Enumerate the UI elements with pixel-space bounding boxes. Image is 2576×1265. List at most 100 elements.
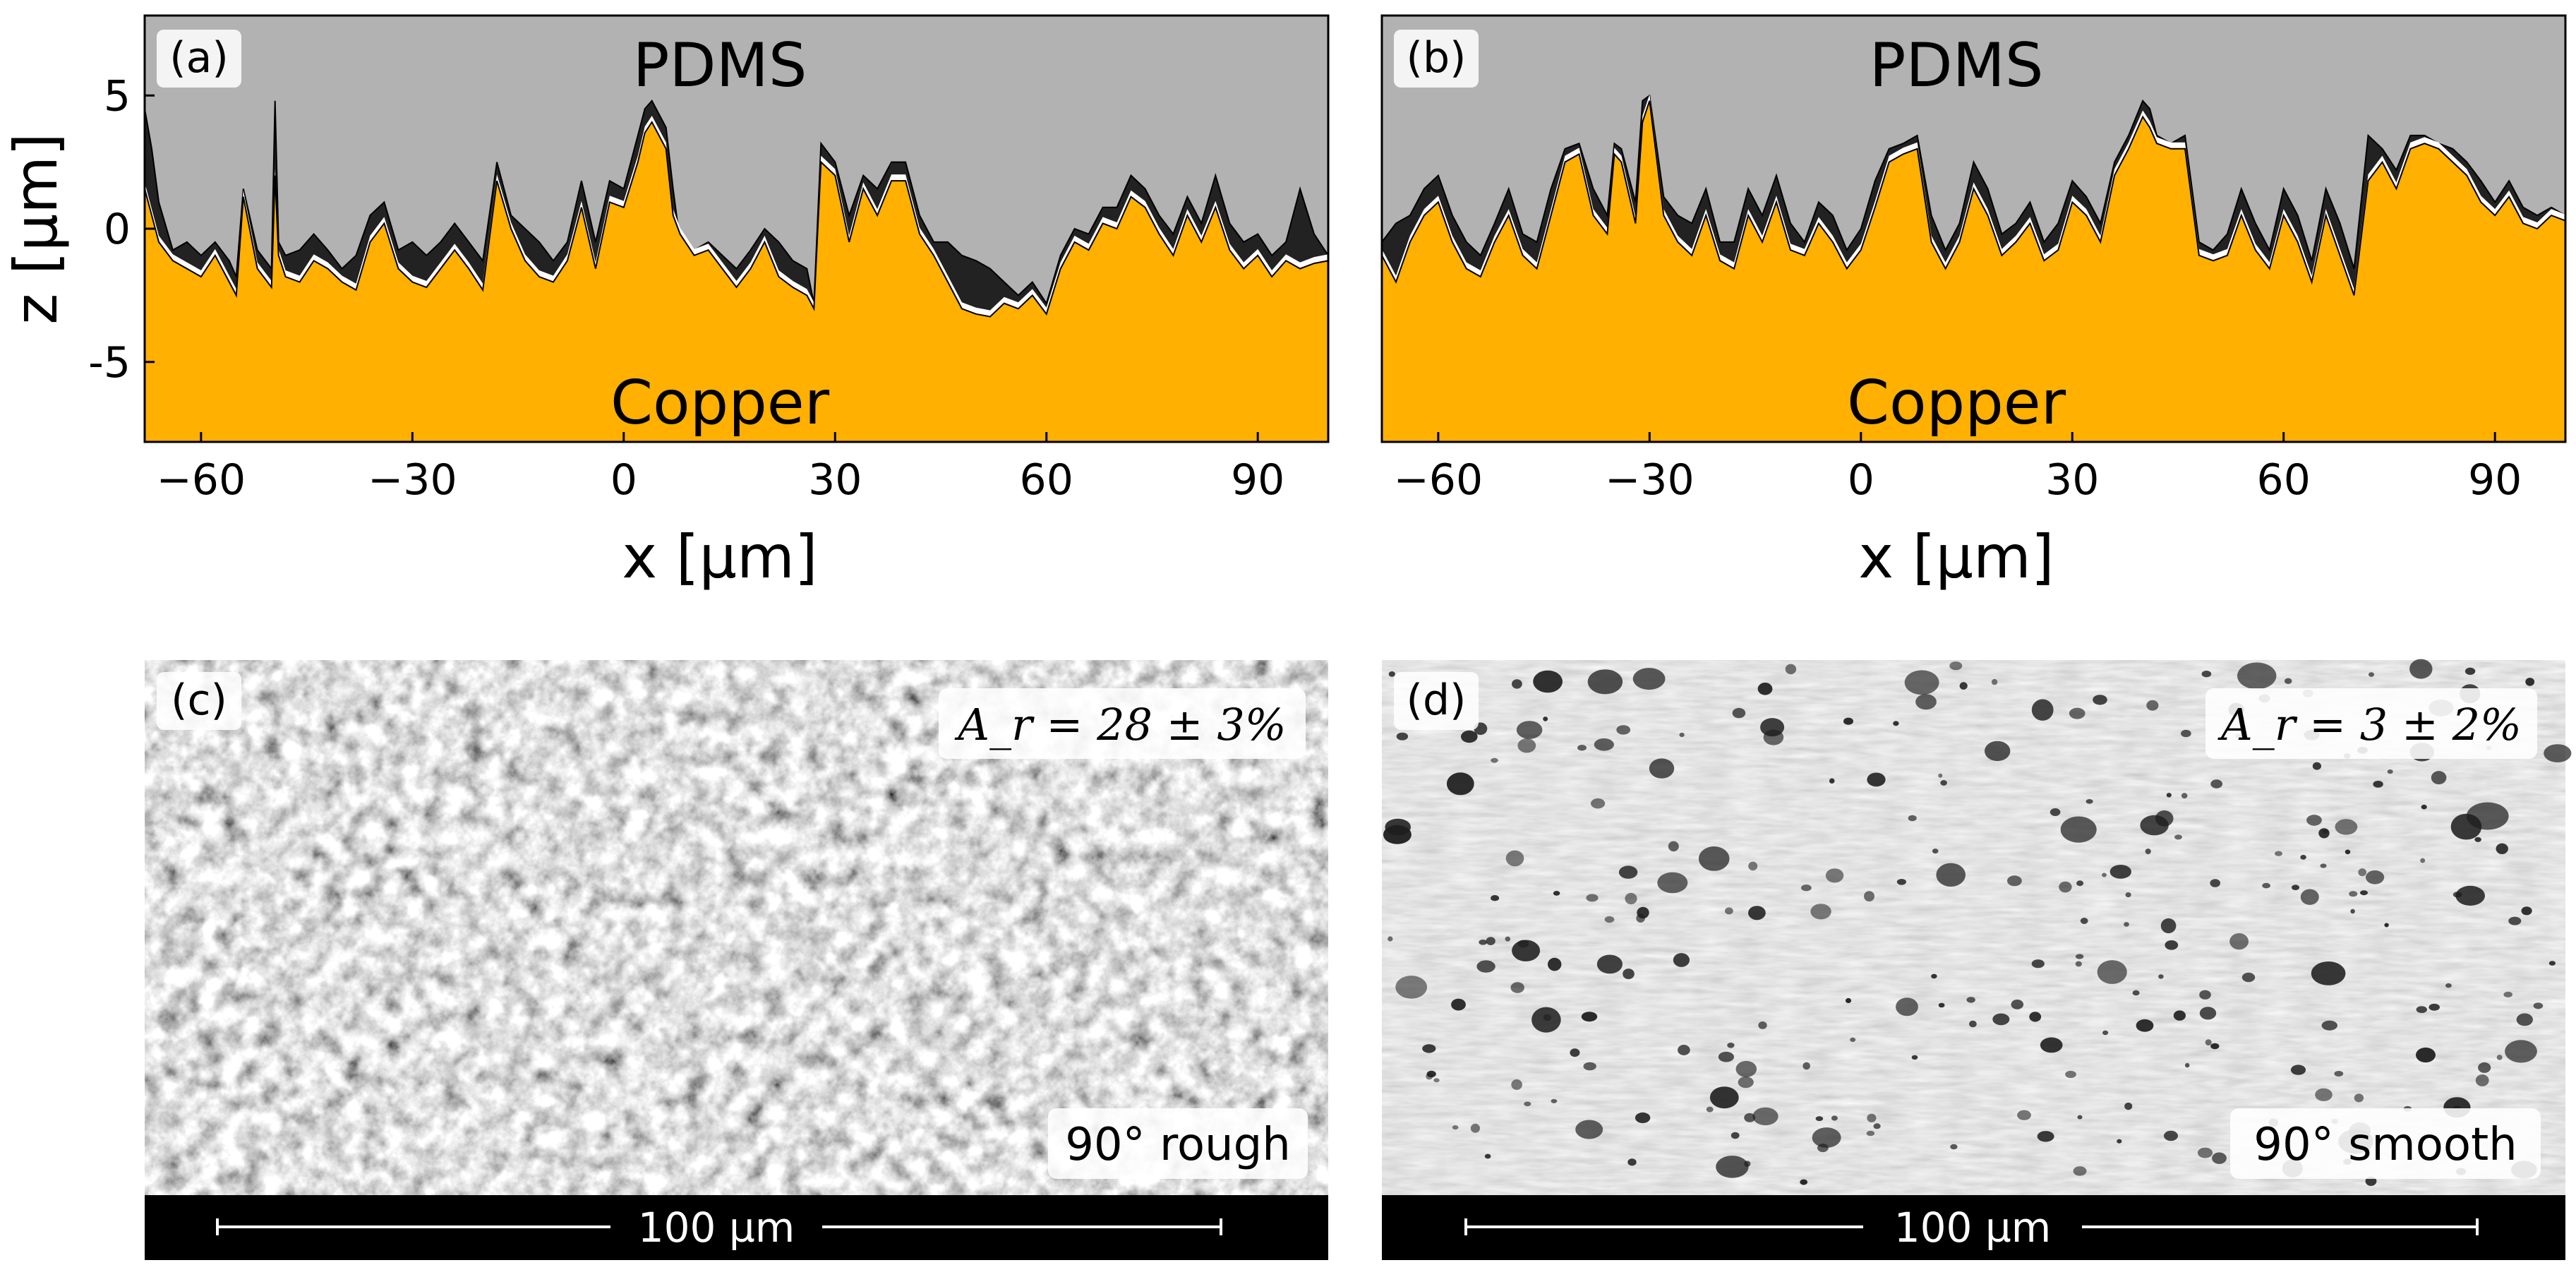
panel-d-spot <box>2474 837 2481 842</box>
panel-d-spot <box>2369 672 2374 677</box>
panel-d-spot <box>2503 991 2512 997</box>
panel-d-spot <box>1817 1144 1829 1153</box>
panel-d-spot <box>1388 671 1395 677</box>
panel-d-spot <box>2210 879 2220 887</box>
panel-b-x-tick-label: −30 <box>1605 455 1695 505</box>
panel-d-spot <box>1491 757 1498 763</box>
panel-d-spot <box>2521 906 2532 916</box>
panel-a-pdms-label: PDMS <box>633 30 807 101</box>
panel-d-spot <box>1484 1153 1491 1159</box>
panel-d-micrograph: (d) A_r = 3 ± 2% 90° smooth 100 µm <box>1382 659 2572 1260</box>
panel-b-x-tick-label: −60 <box>1394 455 1483 505</box>
panel-d-spot <box>2174 834 2182 840</box>
panel-d-spot <box>2124 922 2129 927</box>
panel-d-spot <box>1678 1045 1690 1055</box>
panel-d-spot <box>2080 918 2088 924</box>
panel-d-spot <box>1668 841 1679 852</box>
panel-d-spot <box>2158 974 2164 979</box>
panel-d-spot <box>1936 863 1966 887</box>
panel-d-spot <box>1591 798 1606 809</box>
panel-d-spot <box>2420 858 2426 863</box>
panel-d-spot <box>1938 773 1943 778</box>
panel-d-spot <box>2300 889 2319 905</box>
panel-d-spot <box>2059 881 2072 893</box>
panel-d-spot <box>1388 936 1393 942</box>
panel-d-spot <box>1426 1073 1433 1080</box>
panel-d-spot <box>1873 1123 1881 1129</box>
panel-c-area-fraction: A_r = 28 ± 3% <box>954 699 1286 750</box>
panel-d-spot <box>1516 721 1543 739</box>
panel-d-spot <box>2124 1102 2133 1110</box>
panel-d-spot <box>1810 904 1831 920</box>
panel-d-spot <box>1446 772 1474 796</box>
panel-a-x-tick-label: 30 <box>808 455 862 505</box>
panel-d-spot <box>1533 670 1563 693</box>
panel-d-spot <box>1517 940 1529 948</box>
panel-a-y-axis-title: z [µm] <box>1 133 71 325</box>
panel-d-spot <box>2334 1071 2344 1077</box>
panel-d-spot <box>2428 1003 2440 1011</box>
panel-d-spot <box>2533 1002 2544 1009</box>
panel-d-spot <box>1748 906 1766 921</box>
panel-d-dark-spots <box>1383 659 2572 1187</box>
panel-a-x-tick-label: −30 <box>368 455 457 505</box>
panel-d-spot <box>1744 1113 1756 1122</box>
panel-d-spot <box>1757 683 1773 695</box>
panel-d-spot <box>1524 1101 1531 1107</box>
panel-d-spot <box>1718 1051 1734 1062</box>
panel-d-spot <box>1616 725 1631 735</box>
panel-d-spot <box>2132 990 2140 996</box>
panel-d-tag: 90° smooth <box>2253 1119 2517 1171</box>
panel-d-area-fraction: A_r = 3 ± 2% <box>2217 699 2522 750</box>
panel-d-spot <box>2311 961 2346 985</box>
panel-d-spot <box>1992 1013 2010 1026</box>
panel-d-spot <box>2345 849 2351 855</box>
panel-d-spot <box>2117 1139 2122 1144</box>
panel-d-label-box <box>1394 672 1479 730</box>
panel-d-spot <box>2102 873 2107 877</box>
panel-d-spot <box>1632 668 1666 690</box>
panel-d-spot <box>1845 997 1852 1004</box>
panel-d-spot <box>2322 829 2328 834</box>
panel-d-spot <box>1969 1020 1977 1028</box>
panel-a-x-tick-label: 60 <box>1020 455 1073 505</box>
panel-d-spot <box>2366 870 2385 885</box>
panel-d-spot <box>1422 1044 1436 1053</box>
panel-d-spot <box>1577 745 1587 751</box>
panel-d-spot <box>1802 1062 1810 1070</box>
panel-d-spot <box>2185 1062 2190 1068</box>
panel-c-label: (c) <box>171 676 227 725</box>
panel-d-spot <box>2210 779 2223 789</box>
panel-d-spot <box>2146 700 2159 711</box>
panel-d-spot <box>1586 894 1599 902</box>
panel-d-spot <box>1896 879 1906 885</box>
panel-a-chart: −60 −30 0 30 60 90 5 0 -5 (a) PDMS Copper x [µm… <box>1 14 1330 592</box>
panel-d-spot <box>1553 891 1560 896</box>
panel-d-spot <box>2516 1013 2533 1026</box>
panel-d-spot <box>2210 1043 2220 1050</box>
panel-d-spot <box>2205 1039 2212 1045</box>
panel-b-label-box <box>1394 30 1479 88</box>
panel-d-spot <box>1738 1077 1754 1089</box>
panel-b-x-tick-label: 60 <box>2257 455 2311 505</box>
panel-c-micrograph: (c) A_r = 28 ± 3% 90° rough 100 µm <box>145 660 1328 1260</box>
panel-d-spot <box>1581 1012 1598 1022</box>
panel-d-spot <box>1635 1112 1651 1124</box>
panel-d-spot <box>2284 678 2292 684</box>
panel-d-spot <box>2075 954 2084 959</box>
panel-d-area-box <box>2205 688 2537 759</box>
panel-c-tag-box <box>1048 1108 1308 1179</box>
panel-d-spot <box>2212 1152 2227 1164</box>
panel-d-spot <box>2300 855 2306 860</box>
panel-d-spot <box>2241 972 2256 983</box>
panel-c-tag: 90° rough <box>1065 1119 1291 1171</box>
panel-d-spot <box>2275 851 2282 856</box>
panel-d-spot <box>1587 669 1623 695</box>
panel-d-spot <box>1908 815 1917 822</box>
panel-d-spot <box>2320 863 2327 868</box>
panel-d-spot <box>2075 961 2082 967</box>
panel-d-spot <box>2409 659 2433 679</box>
panel-a-x-tick-label: 90 <box>1231 455 1284 505</box>
panel-a-y-tick-label: -5 <box>88 338 131 388</box>
panel-d-spot <box>1893 721 1899 726</box>
